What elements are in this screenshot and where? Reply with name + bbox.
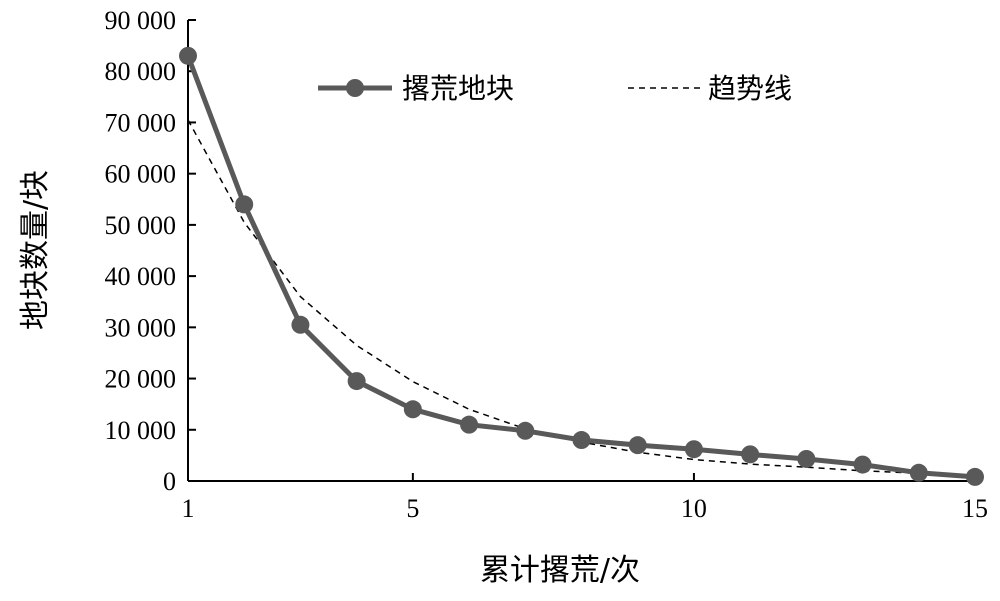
x-tick-label: 5 (406, 494, 419, 523)
y-tick-label: 70 000 (105, 108, 177, 137)
legend-marker-abandoned-plots (346, 79, 364, 97)
y-tick-label: 10 000 (105, 416, 177, 445)
y-axis-title: 地块数量/块 (18, 170, 53, 330)
abandoned-plots-point (853, 455, 872, 474)
abandoned-plots-point (460, 415, 479, 434)
abandoned-plots-point (347, 372, 366, 391)
y-tick-label: 50 000 (105, 211, 177, 240)
abandoned-plots-point (684, 440, 703, 459)
abandoned-plots-point (235, 195, 254, 214)
abandoned-plots-point (516, 421, 535, 440)
y-tick-label: 60 000 (105, 160, 177, 189)
abandoned-plots-point (741, 445, 760, 464)
y-tick-label: 0 (163, 467, 176, 496)
y-tick-label: 40 000 (105, 262, 177, 291)
axes: 0 10 000 20 000 30 000 40 000 50 000 60 000 70 … (105, 6, 989, 523)
abandoned-plots-point (572, 431, 591, 450)
abandoned-plots-point (291, 315, 310, 334)
x-tick-label: 1 (182, 494, 195, 523)
trendline-series (187, 119, 976, 477)
abandoned-plots-point (628, 436, 647, 455)
abandoned-plots-point (966, 467, 984, 486)
y-tick-label: 90 000 (105, 6, 177, 35)
x-tick-label: 10 (681, 494, 707, 523)
abandoned-plots-point (909, 463, 928, 482)
y-tick-label: 20 000 (105, 365, 177, 394)
legend-label-trendline: 趋势线 (708, 72, 792, 105)
legend: 撂荒地块 趋势线 (318, 72, 792, 105)
abandoned-plots-point (797, 449, 816, 468)
x-tick-label: 15 (962, 494, 988, 523)
abandoned-plots-point (403, 400, 422, 419)
series-layer (179, 46, 984, 486)
abandoned-plots-point (179, 46, 197, 65)
legend-label-abandoned-plots: 撂荒地块 (402, 72, 514, 105)
y-tick-label: 30 000 (105, 313, 177, 342)
x-axis-title: 累计撂荒/次 (480, 553, 640, 588)
abandoned-plots-series-line (185, 55, 976, 480)
y-tick-label: 80 000 (105, 57, 177, 86)
